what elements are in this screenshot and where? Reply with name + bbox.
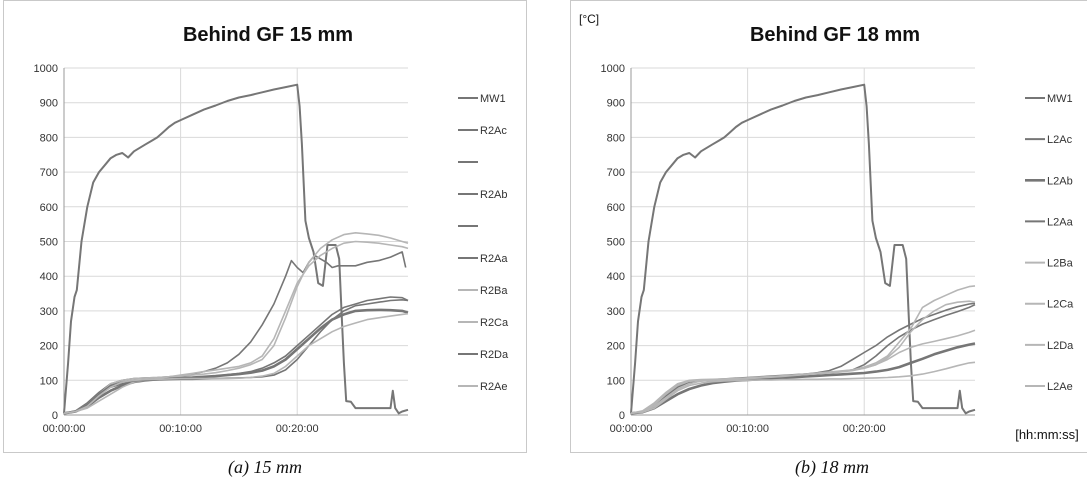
y-tick-label: 700: [607, 167, 625, 179]
legend-label: L2Ca: [1047, 299, 1074, 311]
series-line-r2ab: [63, 308, 409, 415]
x-tick-label: 00:00:00: [43, 423, 86, 435]
y-tick-label: 900: [607, 98, 625, 110]
x-axis-label: [hh:mm:ss]: [1015, 427, 1079, 442]
legend-label: R2Ac: [480, 125, 507, 137]
y-axis-label: [°C]: [579, 12, 599, 26]
series-line-r2ac: [63, 296, 409, 415]
x-tick-label: 00:20:00: [843, 423, 886, 435]
chart-title: Behind GF 18 mm: [750, 24, 920, 46]
chart-title: Behind GF 15 mm: [183, 24, 353, 46]
x-tick-label: 00:20:00: [276, 423, 319, 435]
legend-label: MW1: [1047, 93, 1073, 105]
y-tick-label: 700: [40, 167, 58, 179]
x-tick-label: 00:00:00: [610, 423, 653, 435]
series-line-r2ba: [63, 240, 409, 415]
legend-label: MW1: [480, 93, 506, 105]
x-tick-label: 00:10:00: [726, 423, 769, 435]
legend-label: R2Aa: [480, 253, 508, 265]
series-line-l2ae: [630, 361, 976, 415]
legend-label: L2Ae: [1047, 381, 1073, 393]
legend-label: R2Da: [480, 349, 509, 361]
y-tick-label: 500: [607, 237, 625, 249]
figure-caption-b: (b) 18 mm: [795, 457, 869, 477]
series-line-l2da: [630, 329, 976, 415]
y-tick-label: 100: [40, 375, 58, 387]
y-tick-label: 800: [40, 132, 58, 144]
legend-label: L2Ba: [1047, 258, 1074, 270]
y-tick-label: 300: [40, 306, 58, 318]
figure-caption-a: (a) 15 mm: [228, 457, 302, 477]
chart-panel-18mm: 0 100 200 300 400 500 600 700 800 900 1000 00:00:00…: [570, 0, 1087, 453]
legend-label: L2Da: [1047, 340, 1074, 352]
series-line-mw1: [63, 83, 409, 415]
legend-label: R2Ca: [480, 317, 509, 329]
series-line-r2ca: [63, 232, 409, 415]
y-tick-label: 100: [607, 375, 625, 387]
y-tick-label: 500: [40, 237, 58, 249]
y-tick-label: 0: [52, 410, 58, 422]
legend-label: L2Aa: [1047, 216, 1074, 228]
legend-label: R2Ba: [480, 285, 508, 297]
legend-label: R2Ab: [480, 189, 508, 201]
legend-label: L2Ab: [1047, 175, 1073, 187]
y-tick-label: 400: [40, 271, 58, 283]
series-line-r2ae: [63, 312, 409, 415]
y-tick-label: 200: [607, 341, 625, 353]
y-tick-label: 1000: [601, 63, 625, 75]
line-chart-18mm: 0 100 200 300 400 500 600 700 800 900 1000 00:00:00…: [579, 12, 1079, 442]
y-tick-label: 200: [40, 341, 58, 353]
y-tick-label: 1000: [34, 63, 58, 75]
x-tick-label: 00:10:00: [159, 423, 202, 435]
legend-label: R2Ae: [480, 381, 508, 393]
y-tick-label: 800: [607, 132, 625, 144]
y-tick-label: 0: [619, 410, 625, 422]
y-tick-label: 600: [40, 202, 58, 214]
legend-label: L2Ac: [1047, 134, 1073, 146]
series-line-l2ab: [630, 342, 976, 415]
y-tick-label: 600: [607, 202, 625, 214]
y-tick-label: 300: [607, 306, 625, 318]
y-tick-label: 400: [607, 271, 625, 283]
chart-panel-15mm: 0 100 200 300 400 500 600 700 800 900 1000 00:00:00…: [3, 0, 527, 453]
series-line-mw1: [630, 83, 976, 415]
y-tick-label: 900: [40, 98, 58, 110]
line-chart-15mm: 0 100 200 300 400 500 600 700 800 900 1000 00:00:00…: [34, 24, 509, 435]
series-line-l2ca: [630, 285, 976, 415]
